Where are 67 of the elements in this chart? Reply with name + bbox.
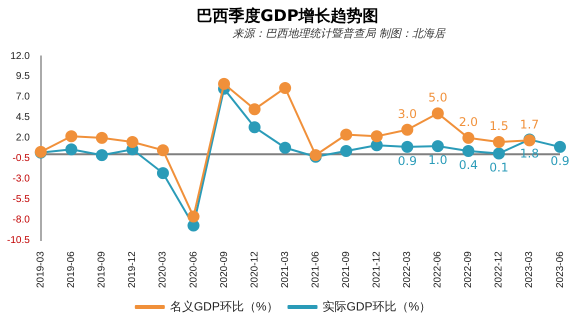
x-tick-label: 2022-12 xyxy=(494,250,505,288)
data-label: 2.0 xyxy=(458,115,478,130)
x-tick-label: 2022-09 xyxy=(463,250,474,288)
y-tick-label: -8.0 xyxy=(12,214,30,226)
y-tick-label: 9.5 xyxy=(16,71,30,82)
y-tick-label: -0.5 xyxy=(12,153,30,164)
data-label: 1.7 xyxy=(520,117,540,132)
point xyxy=(462,145,474,158)
x-tick-label: 2023-06 xyxy=(554,250,566,288)
point xyxy=(554,140,566,153)
point xyxy=(248,103,261,116)
point xyxy=(65,143,78,156)
point xyxy=(126,136,138,148)
data-label: 0.9 xyxy=(550,154,570,168)
point xyxy=(156,144,169,156)
x-tick-label: 2021-06 xyxy=(310,250,322,288)
y-tick-label: -3.0 xyxy=(12,174,30,185)
chart-subtitle: 来源：巴西地理统计暨普查局 制图：北海居 xyxy=(232,26,446,42)
point xyxy=(401,124,414,136)
point xyxy=(65,130,78,142)
point xyxy=(340,145,352,158)
point xyxy=(96,132,108,144)
x-tick-label: 2019-09 xyxy=(96,250,108,288)
point xyxy=(432,107,444,120)
legend-label: 实际GDP环比（%） xyxy=(322,299,432,314)
y-tick-label: 2.0 xyxy=(16,132,30,144)
point xyxy=(492,136,505,148)
point xyxy=(279,82,292,94)
point xyxy=(188,210,200,223)
x-tick-label: 2021-12 xyxy=(372,250,382,288)
y-tick-label: 7.0 xyxy=(16,92,30,103)
point xyxy=(492,147,505,160)
data-label: 3.0 xyxy=(398,106,417,121)
x-tick-label: 2021-03 xyxy=(280,250,291,288)
point xyxy=(279,142,292,154)
point xyxy=(462,132,474,144)
data-label: 1.0 xyxy=(428,153,448,168)
y-tick-label: 4.5 xyxy=(16,112,30,124)
x-tick-label: 2021-09 xyxy=(340,250,352,288)
y-tick-label: -10.5 xyxy=(6,235,30,246)
x-tick-label: 2019-12 xyxy=(127,250,138,288)
y-tick-label: -5.5 xyxy=(12,194,30,206)
point xyxy=(401,140,414,153)
point xyxy=(340,128,352,141)
x-tick-label: 2022-03 xyxy=(402,250,414,288)
point xyxy=(218,78,230,90)
point xyxy=(370,130,383,142)
data-label: 1.5 xyxy=(489,119,508,134)
data-label: 0.4 xyxy=(458,158,478,172)
data-label: 0.1 xyxy=(489,160,508,175)
point xyxy=(248,121,261,134)
x-tick-label: 2020-03 xyxy=(158,250,169,288)
x-tick-label: 2020-06 xyxy=(188,250,200,288)
point xyxy=(156,167,169,180)
point xyxy=(432,140,444,152)
x-tick-label: 2022-06 xyxy=(432,250,444,288)
chart-title: 巴西季度GDP增长趋势图 xyxy=(195,6,380,26)
data-label: 0.9 xyxy=(398,154,417,168)
legend-label: 名义GDP环比（%） xyxy=(170,299,279,314)
point xyxy=(96,149,108,162)
x-tick-label: 2020-12 xyxy=(249,250,260,288)
x-tick-label: 2023-03 xyxy=(524,250,536,288)
y-tick-label: 12.0 xyxy=(10,50,30,62)
x-tick-label: 2020-09 xyxy=(218,250,230,288)
x-tick-label: 2019-03 xyxy=(36,250,47,288)
x-tick-label: 2019-06 xyxy=(66,250,78,288)
data-label: 5.0 xyxy=(428,90,448,104)
